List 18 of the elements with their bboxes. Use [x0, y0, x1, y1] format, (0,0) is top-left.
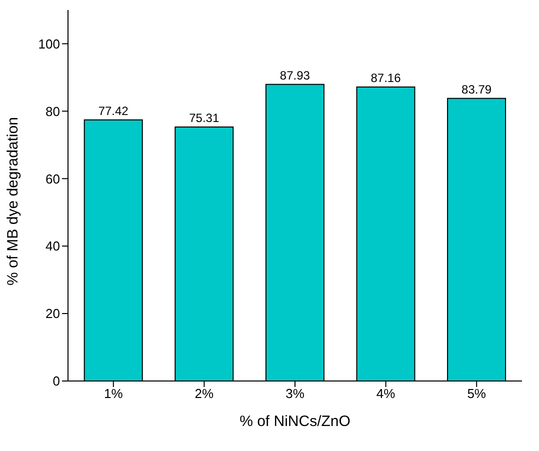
x-axis-title: % of NiNCs/ZnO [240, 413, 350, 430]
y-tick-label: 20 [46, 306, 60, 322]
data-label: 77.42 [98, 104, 129, 118]
y-tick-label: 40 [46, 238, 60, 254]
x-tick-label: 5% [467, 386, 486, 402]
data-label: 87.93 [280, 68, 310, 82]
y-tick-label: 80 [46, 104, 60, 119]
y-tick-label: 0 [52, 374, 60, 389]
x-tick-label: 4% [376, 386, 396, 402]
y-tick-label: 100 [38, 36, 60, 52]
data-label: 75.31 [189, 111, 220, 125]
x-tick-label: 2% [194, 386, 214, 402]
data-label: 87.16 [370, 71, 402, 86]
y-axis-title: % of MB dye degradation [4, 117, 22, 286]
y-tick-label: 60 [46, 171, 60, 186]
data-label: 83.79 [462, 82, 492, 96]
x-tick-label: 1% [104, 386, 124, 402]
x-tick-label: 3% [286, 386, 305, 402]
